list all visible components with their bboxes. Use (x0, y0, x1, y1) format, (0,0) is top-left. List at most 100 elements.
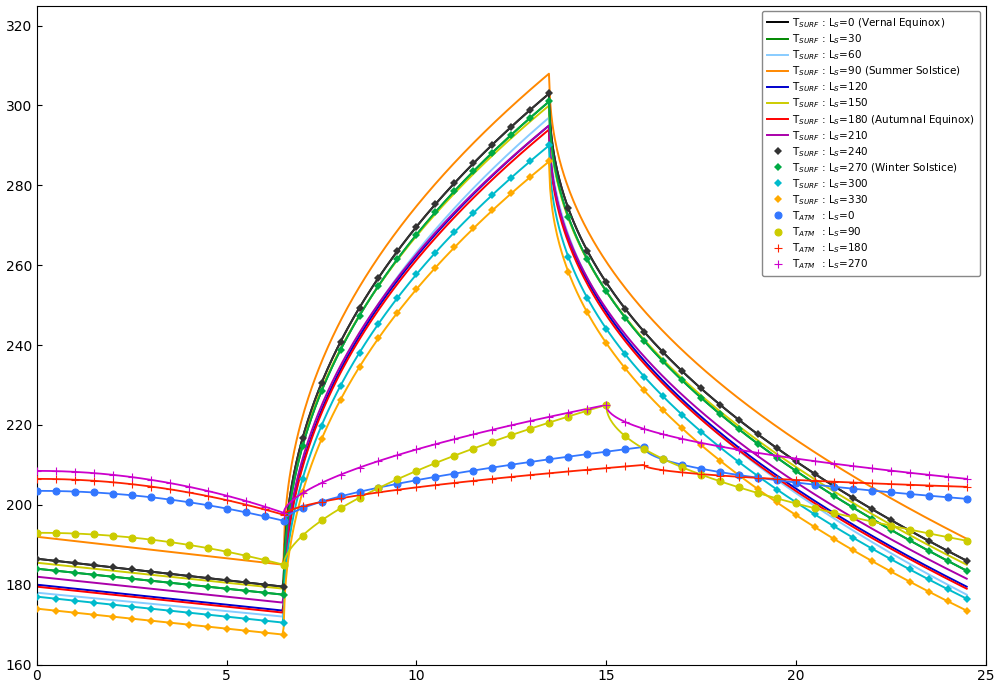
T$_{SURF}$ : L$_S$=180 (Autumnal Equinox): (14.3, 259): L$_S$=180 (Autumnal Equinox): (14.3, 259… (573, 264, 585, 272)
T$_{ATM}$  : L$_S$=180: (17, 208): L$_S$=180: (17, 208) (676, 469, 688, 477)
T$_{SURF}$ : L$_S$=270 (Winter Solstice): (9, 255): L$_S$=270 (Winter Solstice): (9, 255) (372, 282, 384, 290)
T$_{SURF}$ : L$_S$=270 (Winter Solstice): (24.5, 184): L$_S$=270 (Winter Solstice): (24.5, 184) (961, 566, 973, 575)
T$_{SURF}$ : L$_S$=270 (Winter Solstice): (15.5, 247): L$_S$=270 (Winter Solstice): (15.5, 247) (619, 313, 631, 322)
T$_{ATM}$  : L$_S$=180: (12, 207): L$_S$=180: (12, 207) (486, 475, 498, 483)
T$_{SURF}$ : L$_S$=330: (4, 170): L$_S$=330: (4, 170) (183, 621, 195, 629)
T$_{ATM}$  : L$_S$=270: (23, 208): L$_S$=270: (23, 208) (904, 469, 916, 477)
T$_{ATM}$  : L$_S$=90: (10, 208): L$_S$=90: (10, 208) (410, 466, 422, 475)
T$_{SURF}$ : L$_S$=30: (0, 184): L$_S$=30: (0, 184) (31, 564, 43, 573)
T$_{SURF}$ : L$_S$=180 (Autumnal Equinox): (21.2, 196): L$_S$=180 (Autumnal Equinox): (21.2, 196… (834, 515, 846, 523)
T$_{SURF}$ : L$_S$=300: (2, 175): L$_S$=300: (2, 175) (107, 601, 119, 609)
T$_{ATM}$  : L$_S$=90: (12.5, 217): L$_S$=90: (12.5, 217) (505, 431, 517, 439)
T$_{SURF}$ : L$_S$=300: (5.5, 172): L$_S$=300: (5.5, 172) (240, 615, 252, 623)
T$_{ATM}$  : L$_S$=270: (15, 225): L$_S$=270: (15, 225) (600, 401, 612, 409)
T$_{SURF}$ : L$_S$=0 (Vernal Equinox): (18.6, 220): L$_S$=0 (Vernal Equinox): (18.6, 220) (738, 420, 750, 429)
T$_{ATM}$  : L$_S$=270: (18.5, 214): L$_S$=270: (18.5, 214) (733, 446, 745, 454)
T$_{SURF}$ : L$_S$=0 (Vernal Equinox): (14.3, 268): L$_S$=0 (Vernal Equinox): (14.3, 268) (573, 230, 585, 238)
T$_{ATM}$  : L$_S$=180: (24, 205): L$_S$=180: (24, 205) (942, 482, 954, 491)
T$_{SURF}$ : L$_S$=270 (Winter Solstice): (20.5, 205): L$_S$=270 (Winter Solstice): (20.5, 205) (809, 480, 821, 488)
T$_{SURF}$ : L$_S$=270 (Winter Solstice): (8.5, 247): L$_S$=270 (Winter Solstice): (8.5, 247) (354, 311, 366, 320)
T$_{ATM}$  : L$_S$=270: (3, 206): L$_S$=270: (3, 206) (145, 475, 157, 484)
T$_{SURF}$ : L$_S$=270 (Winter Solstice): (11.5, 283): L$_S$=270 (Winter Solstice): (11.5, 283) (467, 167, 479, 176)
T$_{SURF}$ : L$_S$=60: (13.5, 297): L$_S$=60: (13.5, 297) (543, 114, 555, 122)
T$_{SURF}$ : L$_S$=180 (Autumnal Equinox): (15.7, 239): L$_S$=180 (Autumnal Equinox): (15.7, 239… (626, 344, 638, 353)
T$_{SURF}$ : L$_S$=300: (2.5, 174): L$_S$=300: (2.5, 174) (126, 603, 138, 611)
T$_{SURF}$ : L$_S$=330: (13.5, 286): L$_S$=330: (13.5, 286) (543, 157, 555, 165)
T$_{ATM}$  : L$_S$=0: (15.5, 214): L$_S$=0: (15.5, 214) (619, 445, 631, 453)
T$_{SURF}$ : L$_S$=90 (Summer Solstice): (18.6, 226): L$_S$=90 (Summer Solstice): (18.6, 226) (738, 399, 750, 407)
T$_{SURF}$ : L$_S$=330: (21, 191): L$_S$=330: (21, 191) (828, 535, 840, 543)
T$_{ATM}$  : L$_S$=0: (19, 207): L$_S$=0: (19, 207) (752, 473, 764, 482)
T$_{SURF}$ : L$_S$=240: (22, 199): L$_S$=240: (22, 199) (866, 505, 878, 513)
T$_{ATM}$  : L$_S$=0: (22.5, 203): L$_S$=0: (22.5, 203) (885, 489, 897, 497)
T$_{ATM}$  : L$_S$=90: (4.5, 189): L$_S$=90: (4.5, 189) (202, 544, 214, 552)
T$_{ATM}$  : L$_S$=0: (2.5, 202): L$_S$=0: (2.5, 202) (126, 491, 138, 500)
T$_{SURF}$ : L$_S$=240: (13.5, 303): L$_S$=240: (13.5, 303) (543, 90, 555, 98)
T$_{ATM}$  : L$_S$=270: (19, 213): L$_S$=270: (19, 213) (752, 449, 764, 457)
T$_{ATM}$  : L$_S$=90: (0, 193): L$_S$=90: (0, 193) (31, 528, 43, 537)
T$_{ATM}$  : L$_S$=180: (1, 206): L$_S$=180: (1, 206) (69, 475, 81, 484)
T$_{SURF}$ : L$_S$=240: (3, 183): L$_S$=240: (3, 183) (145, 568, 157, 576)
T$_{ATM}$  : L$_S$=0: (19.5, 206): L$_S$=0: (19.5, 206) (771, 476, 783, 484)
T$_{ATM}$  : L$_S$=270: (23.5, 208): L$_S$=270: (23.5, 208) (923, 471, 935, 479)
T$_{SURF}$ : L$_S$=300: (8, 230): L$_S$=300: (8, 230) (335, 382, 347, 390)
T$_{ATM}$  : L$_S$=270: (8, 208): L$_S$=270: (8, 208) (335, 471, 347, 479)
T$_{ATM}$  : L$_S$=90: (9, 204): L$_S$=90: (9, 204) (372, 484, 384, 492)
T$_{SURF}$ : L$_S$=330: (11, 264): L$_S$=330: (11, 264) (448, 243, 460, 251)
T$_{SURF}$ : L$_S$=270 (Winter Solstice): (16.5, 236): L$_S$=270 (Winter Solstice): (16.5, 236) (657, 358, 669, 366)
Line: T$_{SURF}$ : L$_S$=270 (Winter Solstice): T$_{SURF}$ : L$_S$=270 (Winter Solstice) (34, 99, 969, 597)
T$_{ATM}$  : L$_S$=0: (2, 203): L$_S$=0: (2, 203) (107, 490, 119, 498)
T$_{ATM}$  : L$_S$=0: (8, 202): L$_S$=0: (8, 202) (335, 492, 347, 500)
T$_{SURF}$ : L$_S$=300: (24.5, 176): L$_S$=300: (24.5, 176) (961, 595, 973, 603)
T$_{ATM}$  : L$_S$=90: (12, 216): L$_S$=90: (12, 216) (486, 438, 498, 446)
T$_{ATM}$  : L$_S$=270: (10.5, 215): L$_S$=270: (10.5, 215) (429, 440, 441, 449)
T$_{SURF}$ : L$_S$=240: (6, 180): L$_S$=240: (6, 180) (259, 580, 271, 588)
T$_{SURF}$ : L$_S$=0 (Vernal Equinox): (21.2, 204): L$_S$=0 (Vernal Equinox): (21.2, 204) (834, 486, 846, 494)
T$_{SURF}$ : L$_S$=270 (Winter Solstice): (5.5, 178): L$_S$=270 (Winter Solstice): (5.5, 178) (240, 586, 252, 595)
T$_{SURF}$ : L$_S$=120: (24.5, 180): L$_S$=120: (24.5, 180) (961, 583, 973, 591)
T$_{ATM}$  : L$_S$=0: (7.5, 201): L$_S$=0: (7.5, 201) (316, 497, 328, 506)
T$_{ATM}$  : L$_S$=180: (20.5, 206): L$_S$=180: (20.5, 206) (809, 477, 821, 485)
T$_{ATM}$  : L$_S$=180: (4, 203): L$_S$=180: (4, 203) (183, 489, 195, 497)
T$_{SURF}$ : L$_S$=300: (9.5, 252): L$_S$=300: (9.5, 252) (391, 294, 403, 302)
T$_{SURF}$ : L$_S$=210: (6.47, 176): L$_S$=210: (6.47, 176) (276, 599, 288, 607)
Line: T$_{ATM}$  : L$_S$=270: T$_{ATM}$ : L$_S$=270 (33, 401, 971, 517)
T$_{ATM}$  : L$_S$=270: (9, 211): L$_S$=270: (9, 211) (372, 457, 384, 465)
T$_{SURF}$ : L$_S$=300: (0.5, 176): L$_S$=300: (0.5, 176) (50, 595, 62, 603)
T$_{ATM}$  : L$_S$=0: (8.5, 203): L$_S$=0: (8.5, 203) (354, 488, 366, 496)
T$_{ATM}$  : L$_S$=0: (24, 202): L$_S$=0: (24, 202) (942, 493, 954, 502)
T$_{ATM}$  : L$_S$=0: (1, 203): L$_S$=0: (1, 203) (69, 487, 81, 495)
T$_{SURF}$ : L$_S$=330: (11.5, 269): L$_S$=330: (11.5, 269) (467, 225, 479, 233)
Legend: T$_{SURF}$ : L$_S$=0 (Vernal Equinox), T$_{SURF}$ : L$_S$=30, T$_{SURF}$ : L$_S$: T$_{SURF}$ : L$_S$=0 (Vernal Equinox), T… (762, 11, 980, 276)
T$_{SURF}$ : L$_S$=270 (Winter Solstice): (2, 182): L$_S$=270 (Winter Solstice): (2, 182) (107, 573, 119, 581)
T$_{ATM}$  : L$_S$=180: (7.5, 201): L$_S$=180: (7.5, 201) (316, 497, 328, 506)
T$_{ATM}$  : L$_S$=180: (17.5, 208): L$_S$=180: (17.5, 208) (695, 470, 707, 478)
T$_{ATM}$  : L$_S$=90: (23.5, 193): L$_S$=90: (23.5, 193) (923, 529, 935, 537)
T$_{SURF}$ : L$_S$=120: (0, 180): L$_S$=120: (0, 180) (31, 581, 43, 589)
T$_{SURF}$ : L$_S$=240: (23.5, 191): L$_S$=240: (23.5, 191) (923, 537, 935, 545)
T$_{SURF}$ : L$_S$=240: (12.5, 295): L$_S$=240: (12.5, 295) (505, 123, 517, 131)
T$_{SURF}$ : L$_S$=240: (0.5, 186): L$_S$=240: (0.5, 186) (50, 557, 62, 565)
T$_{ATM}$  : L$_S$=0: (5, 199): L$_S$=0: (5, 199) (221, 504, 233, 513)
T$_{ATM}$  : L$_S$=0: (13, 211): L$_S$=0: (13, 211) (524, 457, 536, 466)
T$_{SURF}$ : L$_S$=270 (Winter Solstice): (14.5, 261): L$_S$=270 (Winter Solstice): (14.5, 261) (581, 255, 593, 263)
T$_{SURF}$ : L$_S$=240: (4.5, 182): L$_S$=240: (4.5, 182) (202, 574, 214, 582)
T$_{SURF}$ : L$_S$=270 (Winter Solstice): (3, 181): L$_S$=270 (Winter Solstice): (3, 181) (145, 577, 157, 585)
T$_{SURF}$ : L$_S$=300: (19, 207): L$_S$=300: (19, 207) (752, 472, 764, 480)
T$_{SURF}$ : L$_S$=240: (20, 211): L$_S$=240: (20, 211) (790, 457, 802, 466)
T$_{SURF}$ : L$_S$=240: (15, 256): L$_S$=240: (15, 256) (600, 278, 612, 287)
T$_{SURF}$ : L$_S$=240: (1, 185): L$_S$=240: (1, 185) (69, 559, 81, 567)
T$_{ATM}$  : L$_S$=90: (21, 198): L$_S$=90: (21, 198) (828, 508, 840, 517)
T$_{ATM}$  : L$_S$=270: (22.5, 209): L$_S$=270: (22.5, 209) (885, 466, 897, 475)
T$_{ATM}$  : L$_S$=180: (11.5, 206): L$_S$=180: (11.5, 206) (467, 477, 479, 485)
T$_{ATM}$  : L$_S$=180: (23.5, 205): L$_S$=180: (23.5, 205) (923, 482, 935, 490)
Line: T$_{SURF}$ : L$_S$=60: T$_{SURF}$ : L$_S$=60 (37, 118, 967, 617)
T$_{ATM}$  : L$_S$=0: (21.5, 204): L$_S$=0: (21.5, 204) (847, 484, 859, 493)
T$_{ATM}$  : L$_S$=270: (21.5, 210): L$_S$=270: (21.5, 210) (847, 462, 859, 470)
T$_{SURF}$ : L$_S$=270 (Winter Solstice): (23.5, 188): L$_S$=270 (Winter Solstice): (23.5, 188) (923, 546, 935, 555)
T$_{ATM}$  : L$_S$=90: (3, 191): L$_S$=90: (3, 191) (145, 535, 157, 544)
T$_{SURF}$ : L$_S$=240: (11.5, 285): L$_S$=240: (11.5, 285) (467, 159, 479, 167)
T$_{SURF}$ : L$_S$=300: (1, 176): L$_S$=300: (1, 176) (69, 597, 81, 605)
T$_{SURF}$ : L$_S$=270 (Winter Solstice): (19.5, 212): L$_S$=270 (Winter Solstice): (19.5, 212) (771, 453, 783, 462)
T$_{SURF}$ : L$_S$=240: (2, 184): L$_S$=240: (2, 184) (107, 563, 119, 571)
